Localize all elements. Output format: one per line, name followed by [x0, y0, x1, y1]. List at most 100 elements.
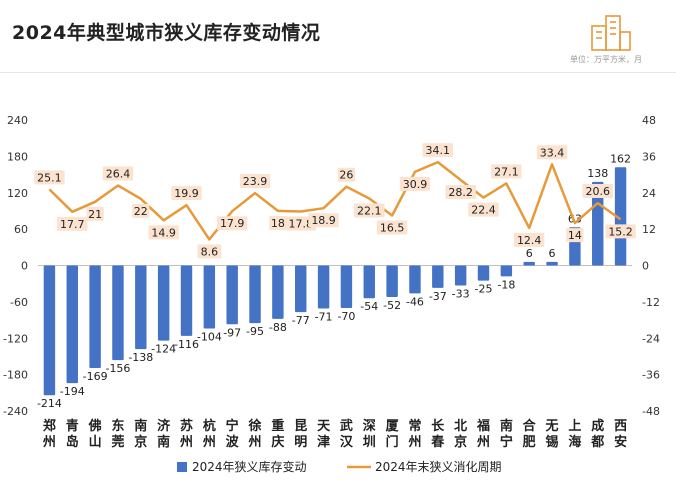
line-label-bg: [536, 145, 568, 160]
line-value-label: 17.7: [60, 218, 85, 231]
line-label-bg: [308, 213, 339, 228]
line-value-label: 20.6: [585, 185, 610, 198]
category-label: 济南: [157, 418, 171, 450]
bar-value-label: -71: [315, 311, 333, 324]
bar-value-label: -77: [292, 314, 310, 327]
line-label-bg: [86, 206, 104, 221]
y-left-tick-label: -240: [3, 405, 28, 418]
line-value-label: 27.1: [494, 165, 519, 178]
bar-昆明: [295, 265, 307, 313]
y-left-tick-label: 120: [7, 187, 28, 200]
bar-value-label: -70: [337, 310, 355, 323]
y-right-tick-label: -36: [642, 369, 660, 382]
line-value-label: 30.9: [403, 178, 428, 191]
category-label: 深圳: [363, 418, 376, 450]
line-label-bg: [582, 184, 613, 199]
bar-青岛: [66, 265, 78, 384]
legend-line-label: 2024年末狭义消化周期: [375, 460, 502, 474]
y-left-tick-label: 0: [21, 260, 28, 273]
legend-bar-swatch: [177, 462, 187, 472]
line-label-bg: [399, 176, 431, 191]
line-value-label: 22.4: [471, 204, 496, 217]
bar-成都: [592, 181, 604, 266]
category-label: 上海: [568, 419, 581, 450]
line-label-bg: [422, 143, 454, 158]
line-value-label: 12.4: [517, 234, 542, 247]
y-left-tick-label: -60: [10, 296, 28, 309]
line-label-bg: [57, 216, 88, 231]
category-label: 杭州: [202, 418, 216, 450]
bar-无锡: [546, 261, 558, 266]
bar-南宁: [500, 265, 513, 277]
line-label-bg: [605, 224, 636, 239]
bar-value-label: -156: [105, 362, 130, 375]
category-label: 郑州: [42, 418, 56, 450]
line-label-bg: [171, 186, 202, 201]
line-value-label: 18: [271, 217, 285, 230]
y-right-tick-label: 36: [642, 150, 656, 163]
category-label: 无锡: [545, 419, 559, 450]
bar-福州: [477, 265, 490, 281]
category-label: 合肥: [523, 418, 537, 450]
line-label-bg: [148, 225, 179, 240]
line-value-label: 19.9: [174, 187, 199, 200]
bar-北京: [454, 265, 467, 286]
category-label: 长春: [430, 418, 445, 450]
bar-value-label: -33: [452, 288, 470, 301]
bar-徐州: [249, 265, 261, 324]
category-label: 常州: [407, 418, 421, 450]
category-label: 重庆: [270, 418, 284, 450]
bar-苏州: [180, 265, 193, 336]
line-value-label: 26: [339, 169, 353, 182]
legend-bar-label: 2024年狭义库存变动: [192, 459, 307, 474]
line-value-label: 22.1: [357, 205, 382, 218]
header: 2024年典型城市狭义库存变动情况 单位：万平方米，月: [0, 0, 676, 70]
category-label: 宁波: [226, 418, 240, 450]
line-label-bg: [354, 203, 385, 218]
bar-常州: [409, 265, 421, 294]
line-label-bg: [566, 228, 584, 243]
category-label: 福州: [476, 418, 490, 450]
bar-value-label: -169: [83, 370, 108, 383]
bar-长春: [432, 265, 444, 288]
unit-note: 单位：万平方米，月: [570, 55, 642, 64]
line-label-bg: [376, 220, 408, 235]
line-value-label: 8.6: [201, 245, 219, 258]
bar-value-label: -54: [360, 300, 378, 313]
bar-value-label: -116: [174, 338, 199, 351]
bar-厦门: [386, 265, 398, 298]
y-left-tick-label: -180: [3, 369, 28, 382]
category-label: 南京: [134, 418, 147, 450]
y-right-tick-label: -48: [642, 405, 660, 418]
category-label: 佛山: [88, 418, 102, 450]
bar-value-label: -88: [269, 321, 287, 334]
bar-value-label: -97: [223, 326, 241, 339]
line-label-bg: [513, 232, 545, 247]
bar-武汉: [340, 265, 353, 308]
bar-东莞: [112, 265, 124, 361]
bar-value-label: -52: [383, 299, 401, 312]
category-label: 苏州: [179, 418, 193, 450]
bar-重庆: [272, 265, 284, 319]
line-value-label: 15.2: [608, 225, 633, 238]
bar-value-label: -18: [497, 278, 515, 291]
y-right-tick-label: 48: [642, 114, 656, 127]
line-value-label: 23.9: [243, 175, 268, 188]
bar-西安: [614, 167, 627, 266]
line-series-path: [48, 160, 622, 241]
line-value-label: 18.9: [311, 214, 336, 227]
category-label: 厦门: [386, 418, 400, 450]
line-label-bg: [216, 216, 248, 231]
line-label-bg: [269, 215, 287, 230]
category-label: 东莞: [111, 418, 124, 450]
line-value-label: 28.2: [448, 186, 473, 199]
line-label-bg: [132, 203, 150, 218]
category-label: 南宁: [500, 418, 513, 450]
line-label-bg: [337, 167, 356, 182]
category-label: 徐州: [248, 418, 262, 450]
line-label-bg: [34, 170, 65, 185]
category-label: 武汉: [340, 418, 354, 450]
line-value-label: 16.5: [380, 221, 405, 234]
category-label: 青岛: [66, 418, 79, 450]
category-label: 北京: [454, 419, 467, 450]
